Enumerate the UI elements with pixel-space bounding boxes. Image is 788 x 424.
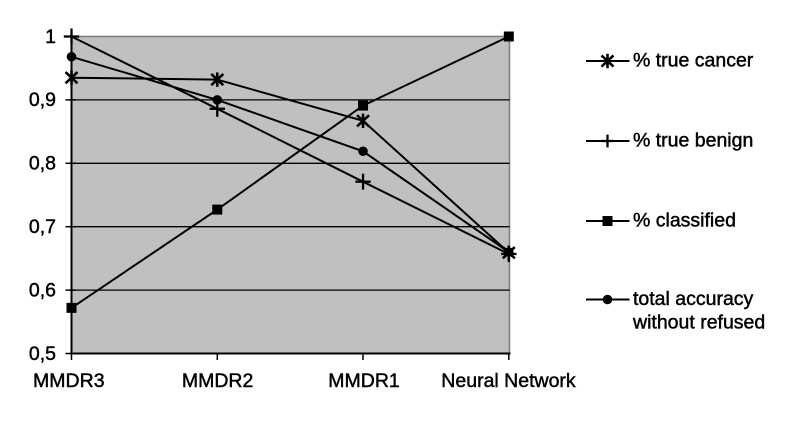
svg-text:0,8: 0,8 [29,153,56,175]
svg-text:MMDR2: MMDR2 [182,370,254,392]
svg-text:total accuracy: total accuracy [633,288,754,310]
svg-text:% classified: % classified [633,210,736,232]
svg-text:0,7: 0,7 [29,216,56,238]
svg-text:% true benign: % true benign [633,130,753,152]
svg-text:0,9: 0,9 [29,89,56,111]
svg-text:MMDR3: MMDR3 [33,370,105,392]
svg-text:1: 1 [45,26,56,48]
svg-text:0,5: 0,5 [29,343,56,365]
svg-text:without refused: without refused [632,311,765,333]
svg-text:MMDR1: MMDR1 [328,370,400,392]
svg-text:% true cancer: % true cancer [633,50,754,72]
svg-text:Neural Network: Neural Network [441,370,576,392]
svg-text:0,6: 0,6 [29,279,56,301]
